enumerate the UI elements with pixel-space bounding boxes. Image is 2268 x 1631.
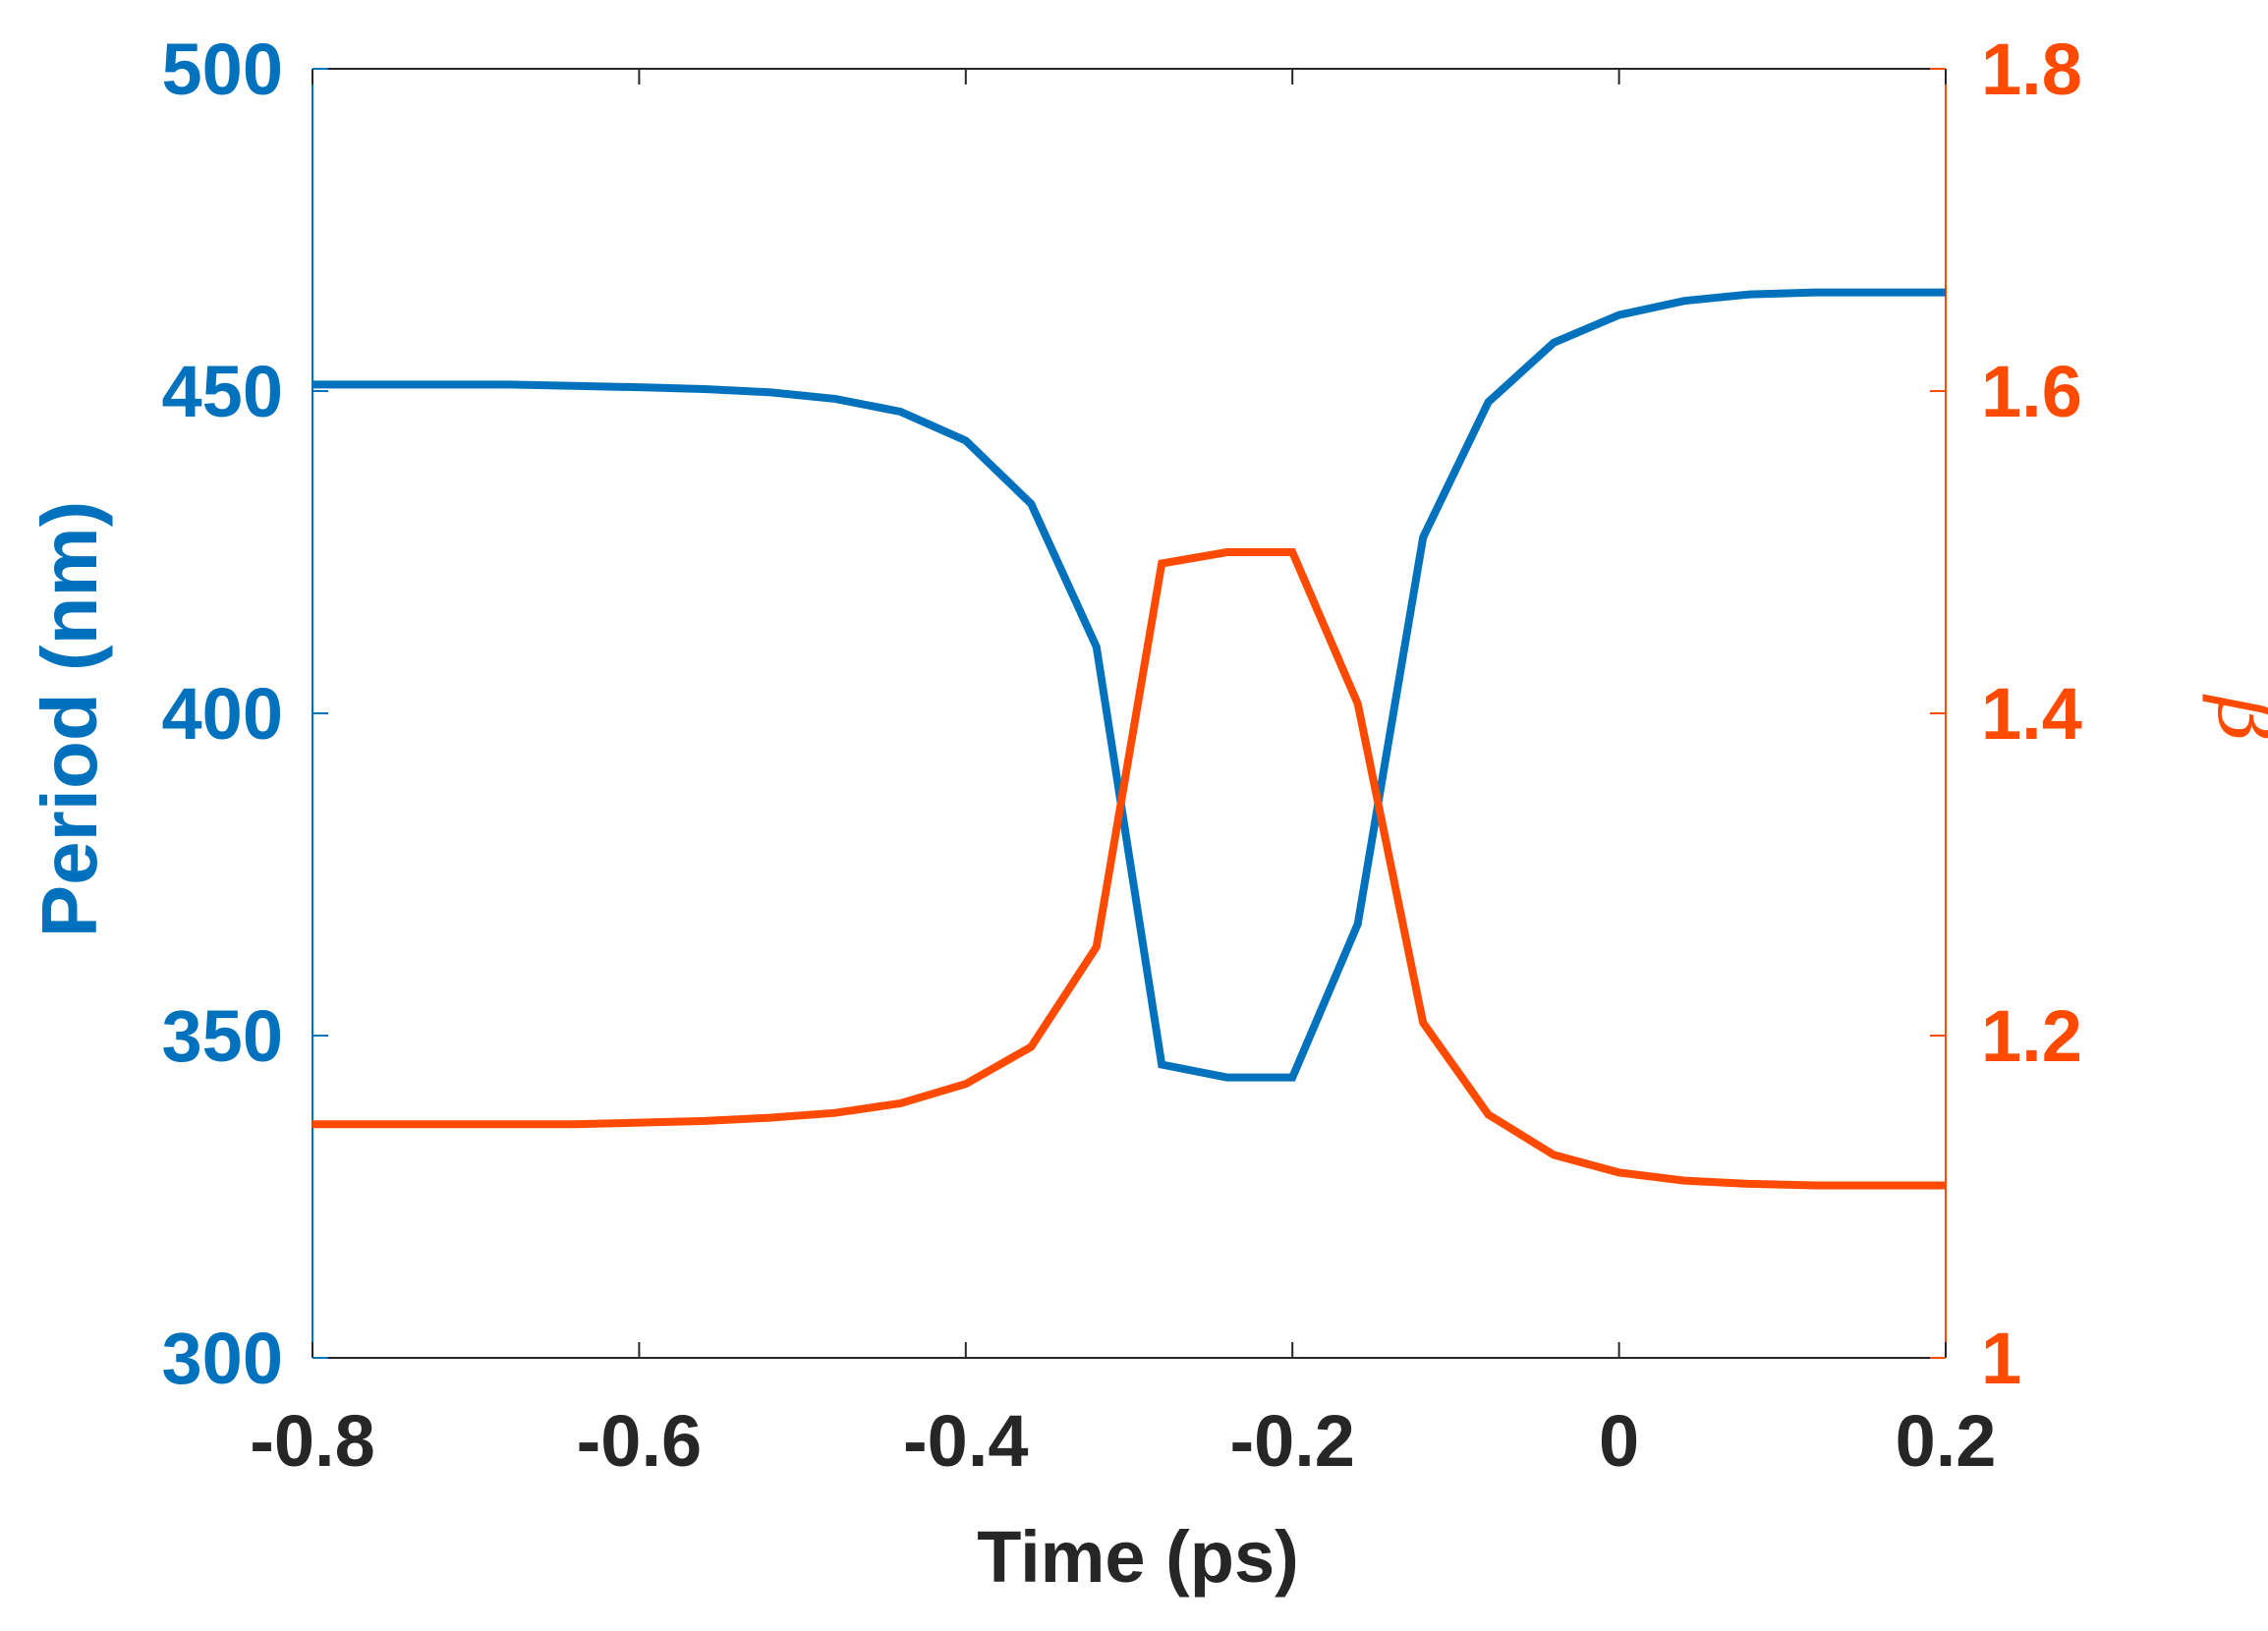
ticks-layer: -0.8 -0.6 -0.4 -0.2 0 0.2 300 350 400 450 500 1 1.2 1…: [162, 28, 2082, 1482]
y-axis-left-label: Period (nm): [26, 501, 113, 937]
y-right-tick-label: 1: [1981, 1318, 2021, 1399]
beta-series-line: [312, 548, 1946, 1190]
y-axis-right-label: β: [2200, 694, 2268, 742]
x-tick-label: -0.4: [903, 1400, 1029, 1482]
y-left-tick-label: 400: [162, 673, 283, 755]
y-right-tick-label: 1.4: [1981, 673, 2082, 755]
x-tick-label: -0.2: [1229, 1400, 1355, 1482]
x-tick-label: 0: [1599, 1400, 1639, 1482]
y-left-tick-label: 300: [162, 1318, 283, 1399]
y-left-tick-label: 350: [162, 995, 283, 1077]
y-left-tick-label: 450: [162, 351, 283, 432]
x-tick-label: -0.8: [250, 1400, 375, 1482]
y-right-tick-label: 1.2: [1981, 995, 2082, 1077]
y-right-tick-label: 1.6: [1981, 351, 2082, 432]
x-tick-label: 0.2: [1896, 1400, 1997, 1482]
x-tick-label: -0.6: [577, 1400, 703, 1482]
series-layer: [312, 288, 1946, 1190]
y-right-tick-label: 1.8: [1981, 28, 2082, 110]
period-series-line: [312, 288, 1946, 1082]
x-axis-label: Time (ps): [977, 1516, 1299, 1598]
y-left-tick-label: 500: [162, 28, 283, 110]
